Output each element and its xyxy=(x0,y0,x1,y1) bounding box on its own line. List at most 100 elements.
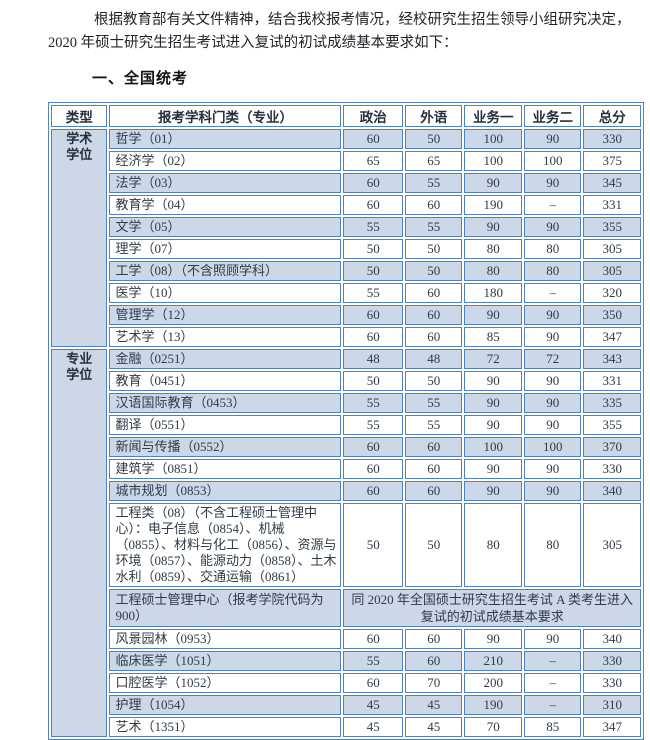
subject-cell: 教育学（04） xyxy=(109,195,342,215)
score-cell: 343 xyxy=(583,349,641,369)
table-row: 工程类（08）（不含工程硕士管理中心）：电子信息（0854）、机械（0855）、… xyxy=(51,503,641,587)
score-cell: 60 xyxy=(343,129,403,149)
subject-cell: 风景园林（0953） xyxy=(109,629,342,649)
table-row: 建筑学（0851） 60 60 90 90 330 xyxy=(51,459,641,479)
score-cell: 90 xyxy=(523,481,582,501)
score-cell: 70 xyxy=(405,673,463,693)
score-cell: 90 xyxy=(464,173,522,193)
score-cell: 55 xyxy=(343,217,403,237)
score-cell: 90 xyxy=(464,629,522,649)
score-cell: 80 xyxy=(464,503,522,587)
score-cell: 190 xyxy=(464,195,522,215)
score-cell: 330 xyxy=(583,129,641,149)
score-cell: 375 xyxy=(583,151,641,171)
score-cell: 50 xyxy=(343,239,403,259)
score-cell: 60 xyxy=(343,437,403,457)
subject-cell: 哲学（01） xyxy=(109,129,342,149)
score-cell: 55 xyxy=(343,415,403,435)
score-cell: 60 xyxy=(405,651,463,671)
subject-cell: 理学（07） xyxy=(109,239,342,259)
score-cell: 347 xyxy=(583,717,641,737)
score-cell: 100 xyxy=(464,151,522,171)
score-cell: 60 xyxy=(343,629,403,649)
intro-paragraph: 根据教育部有关文件精神，结合我校报考情况，经校研究生招生领导小组研究决定， 20… xyxy=(48,9,644,55)
subject-cell: 艺术学（13） xyxy=(109,327,342,347)
subject-cell: 医学（10） xyxy=(109,283,342,303)
subject-cell: 工程硕士管理中心（报考学院代码为 900） xyxy=(109,589,342,627)
subject-cell: 艺术（1351） xyxy=(109,717,342,737)
degree-type-cell: 专业学位 xyxy=(51,349,108,737)
score-cell: 90 xyxy=(464,371,522,391)
score-cell: 310 xyxy=(583,695,641,715)
score-cell: 347 xyxy=(583,327,641,347)
table-row: 翻译（0551） 55 55 90 90 355 xyxy=(51,415,641,435)
intro-line-1: 根据教育部有关文件精神，结合我校报考情况，经校研究生招生领导小组研究决定， xyxy=(94,12,631,28)
score-cell: 50 xyxy=(343,371,403,391)
score-cell: 350 xyxy=(583,305,641,325)
score-cell: 60 xyxy=(405,283,463,303)
subject-cell: 文学（05） xyxy=(109,217,342,237)
score-cell: 55 xyxy=(405,173,463,193)
header-row: 类型 报考学科门类（专业） 政治 外语 业务一 业务二 总分 xyxy=(51,105,641,127)
subject-cell: 口腔医学（1052） xyxy=(109,673,342,693)
score-cell: 340 xyxy=(583,629,641,649)
table-row: 工学（08）（不含照顾学科） 50 50 80 80 305 xyxy=(51,261,641,281)
score-cell: 90 xyxy=(464,415,522,435)
score-cell: 90 xyxy=(523,327,582,347)
score-cell: 331 xyxy=(583,195,641,215)
table-row: 艺术学（13） 60 60 85 90 347 xyxy=(51,327,641,347)
score-cell: 345 xyxy=(583,173,641,193)
table-row: 专业学位 金融（0251） 48 48 72 72 343 xyxy=(51,349,641,737)
subject-cell: 临床医学（1051） xyxy=(109,651,342,671)
score-cell: 305 xyxy=(583,239,641,259)
score-cell: 60 xyxy=(343,173,403,193)
score-cell: 80 xyxy=(523,503,582,587)
degree-type-label: 学术学位 xyxy=(66,131,93,162)
score-cell: 85 xyxy=(523,717,582,737)
score-cell: 100 xyxy=(464,129,522,149)
column-header: 报考学科门类（专业） xyxy=(109,105,342,127)
table-row: 护理（1054） 45 45 190–310 xyxy=(51,695,641,715)
table-row: 临床医学（1051） 55 60 210–330 xyxy=(51,651,641,671)
degree-type-cell: 学术学位 xyxy=(51,129,108,347)
score-cell: 90 xyxy=(523,415,582,435)
score-cell: 55 xyxy=(405,393,463,413)
table-row: 汉语国际教育（0453） 55 55 90 90 335 xyxy=(51,393,641,413)
column-header: 外语 xyxy=(405,105,463,127)
score-cell: 80 xyxy=(523,239,582,259)
score-cell: 355 xyxy=(583,415,641,435)
score-cell: 305 xyxy=(583,261,641,281)
score-cell: 48 xyxy=(343,349,403,369)
table-row: 风景园林（0953） 60 60 90 90 340 xyxy=(51,629,641,649)
subject-cell: 工学（08）（不含照顾学科） xyxy=(109,261,342,281)
table-row: 教育（0451） 50 50 90 90 331 xyxy=(51,371,641,391)
section-heading: 一、全国统考 xyxy=(92,71,189,87)
table-row: 经济学（02） 65 65 100 100 375 xyxy=(51,151,641,171)
score-cell: 60 xyxy=(405,327,463,347)
score-cell: 55 xyxy=(343,283,403,303)
score-cell: 80 xyxy=(464,261,522,281)
score-cell: 80 xyxy=(464,239,522,259)
column-header: 总分 xyxy=(583,105,641,127)
column-header: 政治 xyxy=(343,105,403,127)
score-cell: 60 xyxy=(405,629,463,649)
score-cell: 45 xyxy=(405,695,463,715)
score-cell: 190 xyxy=(464,695,522,715)
score-cell: 370 xyxy=(583,437,641,457)
subject-cell: 金融（0251） xyxy=(109,349,342,369)
score-cell: 55 xyxy=(405,217,463,237)
score-cell: 60 xyxy=(343,481,403,501)
score-cell: 210 xyxy=(464,651,522,671)
table-row: 医学（10） 55 60 180–320 xyxy=(51,283,641,303)
table-row: 新闻与传播（0552） 60 60 100 100 370 xyxy=(51,437,641,457)
score-cell: 90 xyxy=(464,481,522,501)
subject-cell: 城市规划（0853） xyxy=(109,481,342,501)
score-cell: 50 xyxy=(405,129,463,149)
score-cell: – xyxy=(523,673,582,693)
column-header: 业务二 xyxy=(523,105,582,127)
table-row: 教育学（04） 60 60 190–331 xyxy=(51,195,641,215)
score-cell: 90 xyxy=(523,459,582,479)
score-cell: 90 xyxy=(523,217,582,237)
score-cell: 55 xyxy=(343,651,403,671)
